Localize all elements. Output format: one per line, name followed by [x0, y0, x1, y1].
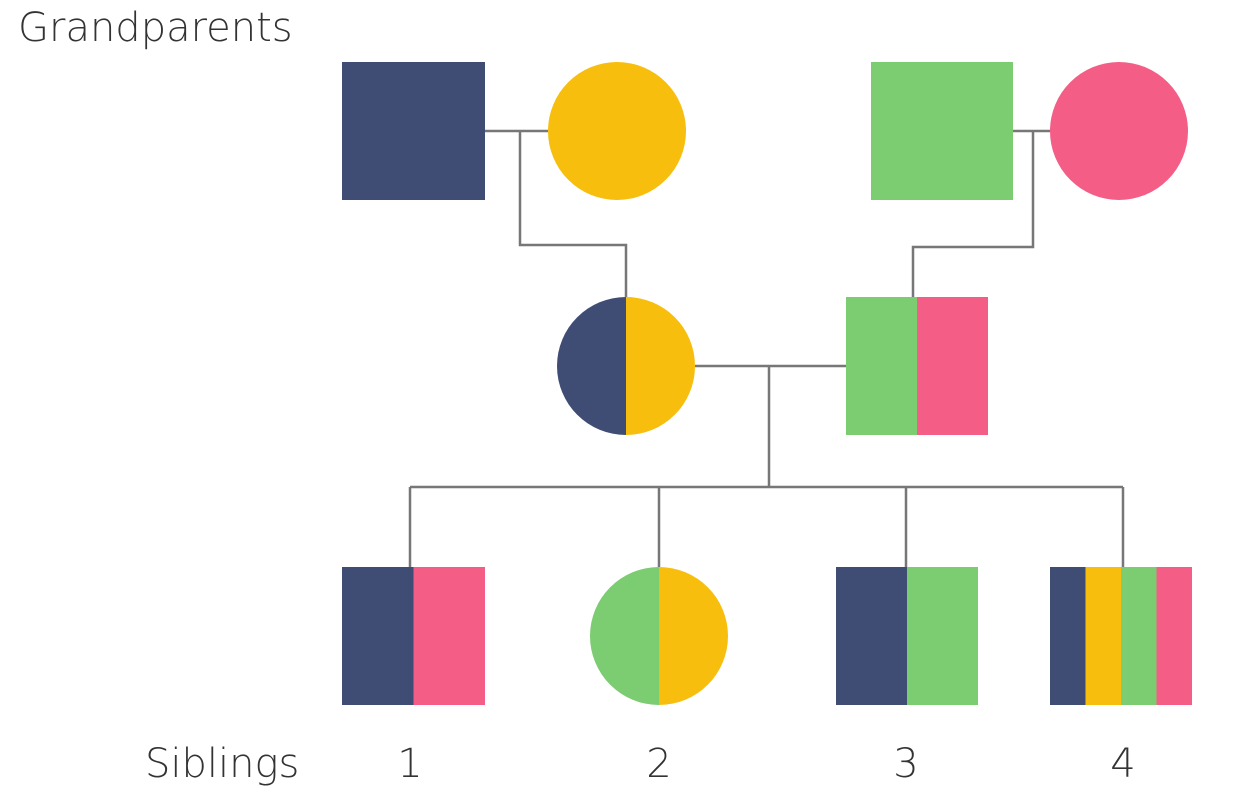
sibling-number-2: 2 [646, 741, 672, 787]
grandmother-2 [1050, 62, 1188, 200]
siblings-label: Siblings [145, 741, 300, 787]
sibling-1-segment-1 [342, 567, 414, 705]
family-members [342, 62, 1192, 705]
sibling-4-segment-3 [1121, 567, 1157, 705]
mother-right-half [626, 297, 695, 435]
sibling-2 [590, 567, 728, 705]
grandmother-1-fill [548, 62, 686, 200]
sibling-4-segment-1 [1050, 567, 1086, 705]
sibling-4-segment-2 [1085, 567, 1122, 705]
grandmother-1 [548, 62, 686, 200]
sibling-2-right-half [659, 567, 728, 705]
sibling-3 [836, 567, 978, 705]
mother-left-half [557, 297, 626, 435]
grandfather-2-segment-1 [871, 62, 1013, 200]
sibling-1 [342, 567, 485, 705]
descent-line-right [911, 131, 1035, 297]
sibling-2-left-half [590, 567, 659, 705]
sibling-number-1: 1 [397, 741, 423, 787]
connector-lines [408, 129, 1125, 567]
father-segment-1 [846, 297, 918, 435]
sibling-3-segment-2 [907, 567, 978, 705]
grandfather-1-segment-1 [342, 62, 485, 200]
mother [557, 297, 695, 435]
father-segment-2 [917, 297, 988, 435]
grandfather-1 [342, 62, 485, 200]
grandmother-2-fill [1050, 62, 1188, 200]
sibling-3-segment-1 [836, 567, 908, 705]
father [846, 297, 988, 435]
sibling-number-4: 4 [1110, 741, 1136, 787]
sibling-1-segment-2 [413, 567, 485, 705]
grandfather-2 [871, 62, 1013, 200]
sibling-4-segment-4 [1156, 567, 1192, 705]
grandparents-label: Grandparents [18, 5, 293, 51]
descent-line-left [518, 131, 628, 297]
sibling-4 [1050, 567, 1192, 705]
sibling-number-3: 3 [893, 741, 919, 787]
